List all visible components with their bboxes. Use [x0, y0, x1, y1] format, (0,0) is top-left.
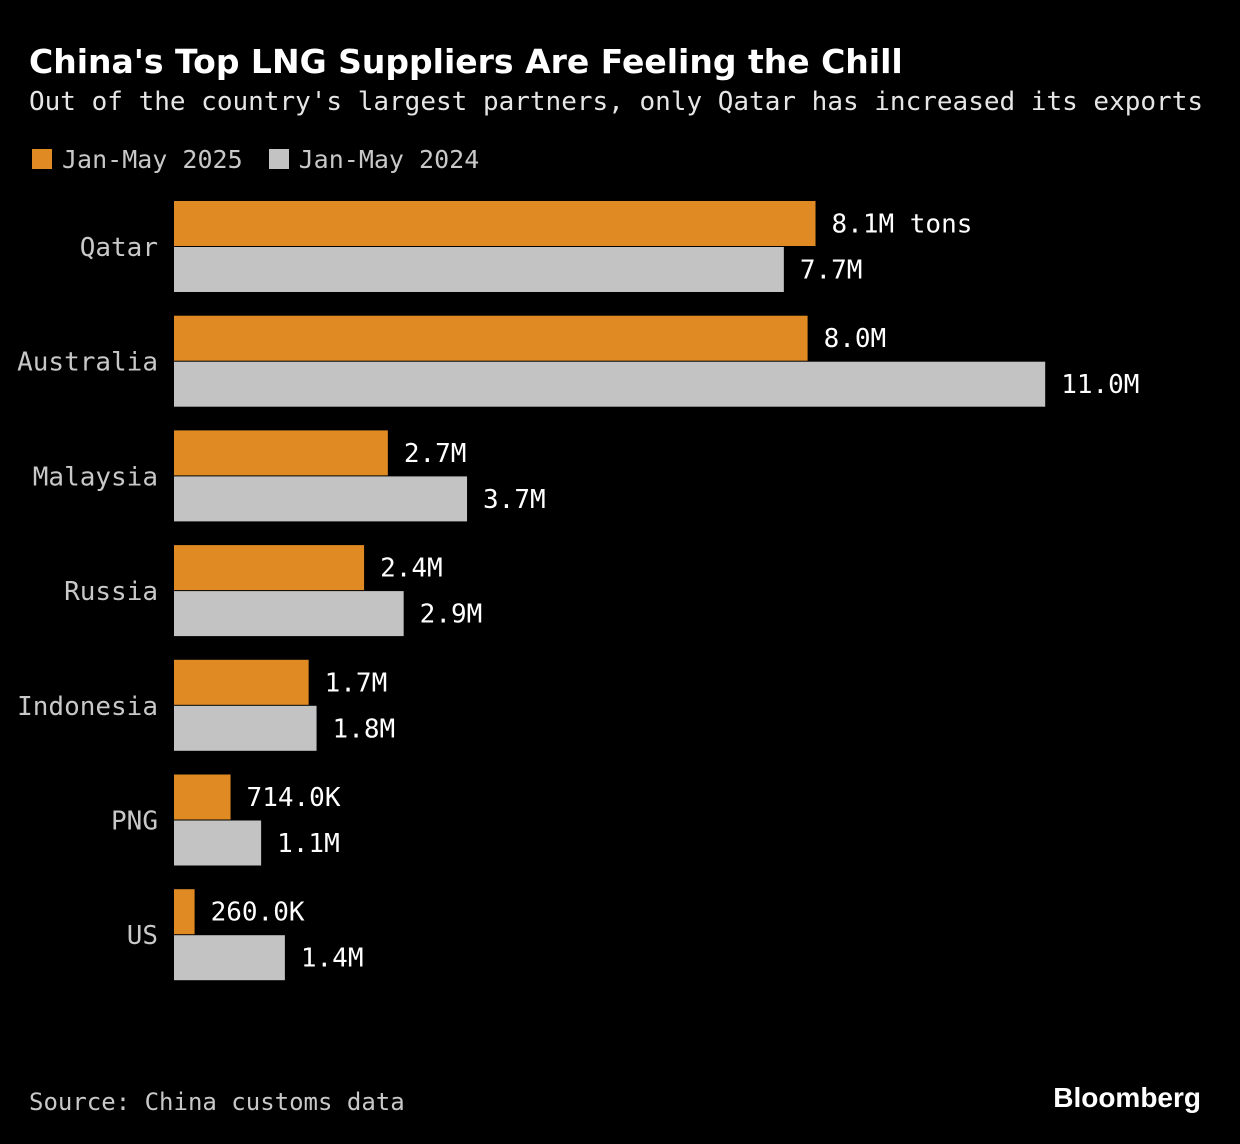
bar-2024: [174, 591, 404, 637]
chart-title: China's Top LNG Suppliers Are Feeling th…: [29, 42, 903, 81]
data-label: 1.7M: [325, 668, 388, 698]
data-label: 11.0M: [1061, 370, 1139, 400]
legend-item-2024: Jan-May 2024: [268, 144, 480, 174]
chart-subtitle: Out of the country's largest partners, o…: [29, 87, 1203, 117]
bar-2025: [174, 659, 309, 705]
category-label: Australia: [17, 348, 158, 378]
bar-chart: Qatar 8.1M tons 7.7M Australia 8.0M 11.0M Mala…: [17, 201, 1139, 981]
legend-label-2025: Jan-May 2025: [62, 144, 243, 174]
bar-2025: [174, 545, 365, 591]
category-label: Malaysia: [33, 462, 158, 492]
data-label: 2.9M: [420, 600, 483, 630]
bar-2024: [174, 820, 262, 866]
data-label: 1.1M: [277, 829, 340, 859]
bar-2025: [174, 430, 388, 476]
data-label: 2.4M: [380, 554, 443, 584]
legend-label-2024: Jan-May 2024: [298, 144, 480, 174]
data-label: 260.0K: [211, 898, 305, 928]
legend-swatch-2025: [32, 149, 52, 169]
category-label: PNG: [111, 807, 158, 837]
chart-legend: Jan-May 2025 Jan-May 2024: [32, 142, 505, 176]
data-label: 1.8M: [333, 714, 396, 744]
data-label: 3.7M: [483, 485, 546, 515]
data-label: 2.7M: [404, 439, 467, 469]
data-label: 7.7M: [800, 256, 863, 286]
data-label: 714.0K: [247, 783, 341, 813]
category-label: Russia: [64, 577, 158, 607]
category-label: Qatar: [80, 233, 158, 263]
bar-2024: [174, 247, 784, 292]
bar-2025: [174, 889, 195, 935]
bar-2025: [174, 201, 816, 246]
category-label: US: [127, 921, 158, 951]
bar-2024: [174, 935, 285, 981]
legend-item-2025: Jan-May 2025: [32, 145, 243, 174]
category-label: Indonesia: [17, 692, 158, 722]
bar-2025: [174, 315, 808, 361]
bar-2024: [174, 705, 317, 751]
legend-swatch-2024: [268, 149, 289, 169]
data-label: 1.4M: [301, 944, 364, 974]
data-label: 8.1M tons: [832, 210, 973, 240]
bar-2025: [174, 774, 231, 820]
bar-2024: [174, 476, 468, 522]
data-label: 8.0M: [824, 324, 887, 354]
source-note: Source: China customs data: [29, 1088, 405, 1116]
bloomberg-logo: Bloomberg: [1053, 1082, 1201, 1113]
bar-2024: [174, 361, 1046, 407]
